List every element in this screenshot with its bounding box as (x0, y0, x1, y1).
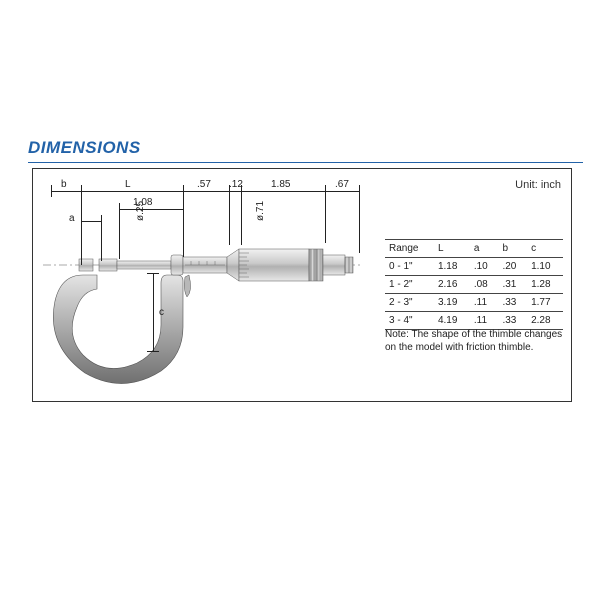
th-c: c (527, 240, 563, 258)
title-rule (28, 162, 583, 163)
dim-b: b (61, 179, 67, 190)
th-range: Range (385, 240, 434, 258)
page: DIMENSIONS Unit: inch (0, 0, 600, 600)
frame (53, 275, 183, 384)
dim-12: .12 (229, 179, 243, 190)
note-text: Note: The shape of the thimble changes o… (385, 329, 565, 354)
dim-185: 1.85 (271, 179, 290, 190)
dim-line-top (51, 191, 359, 192)
dim-67: .67 (335, 179, 349, 190)
dim-57: .57 (197, 179, 211, 190)
th-b: b (498, 240, 527, 258)
table-row: 3 - 4" 4.19 .11 .33 2.28 (385, 312, 563, 330)
dim-dia25: ø.25 (135, 201, 146, 221)
table-row: 1 - 2" 2.16 .08 .31 1.28 (385, 276, 563, 294)
dim-dia71: ø.71 (255, 201, 266, 221)
table-row: 2 - 3" 3.19 .11 .33 1.77 (385, 294, 563, 312)
diagram-box: Unit: inch (32, 168, 572, 402)
dim-a: a (69, 213, 75, 224)
table-row: 0 - 1" 1.18 .10 .20 1.10 (385, 258, 563, 276)
title-block: DIMENSIONS (28, 138, 588, 163)
dim-L: L (125, 179, 131, 190)
th-a: a (470, 240, 499, 258)
table-header-row: Range L a b c (385, 240, 563, 258)
micrometer-drawing (43, 205, 363, 395)
th-L: L (434, 240, 470, 258)
spec-table: Range L a b c 0 - 1" 1.18 .10 .20 1.10 1… (385, 239, 563, 330)
micrometer-svg (43, 205, 363, 395)
page-title: DIMENSIONS (28, 138, 588, 158)
unit-label: Unit: inch (515, 179, 561, 191)
dim-c: c (159, 307, 164, 318)
